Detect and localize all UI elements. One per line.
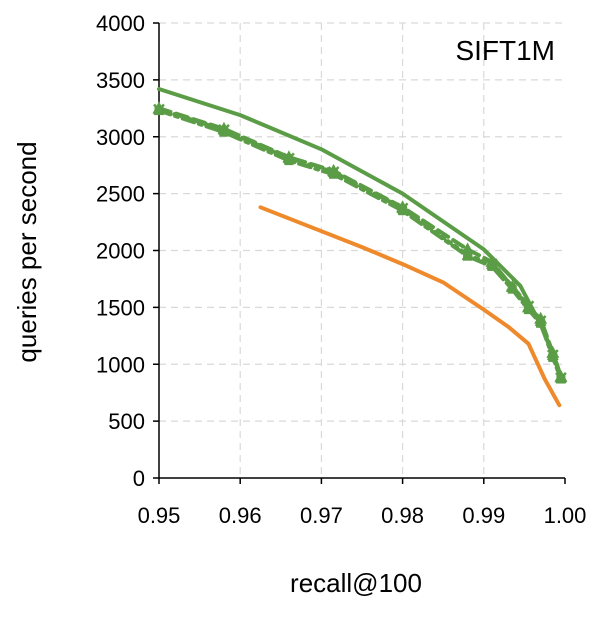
y-tick-label: 500 [108,409,145,434]
x-tick-label: 0.95 [138,503,181,528]
y-tick-label: 3500 [96,68,145,93]
data-point-square [548,352,558,362]
x-tick-label: 1.00 [544,503,587,528]
series-line [157,106,563,379]
grid [159,22,565,478]
chart-title: SIFT1M [455,35,555,66]
x-axis-title: recall@100 [290,568,422,598]
data-point-square [507,284,517,294]
series-line [258,205,562,408]
data-point-square [284,156,294,166]
plot-frame [153,22,566,484]
data-point-square [463,251,473,261]
data-point-square [523,305,533,315]
y-tick-label: 2000 [96,239,145,264]
data-point-square [329,169,339,179]
x-tick-label: 0.98 [381,503,424,528]
data-point-square [556,374,566,384]
data-point-square [154,106,164,116]
series-line [157,107,563,380]
y-tick-label: 0 [133,466,145,491]
x-tick-label: 0.97 [300,503,343,528]
y-axis-title: queries per second [12,141,42,362]
data-point-square [536,318,546,328]
tick-labels: 0.95 0.96 0.97 0.98 0.99 1.00 0 500 1000 1500 2000… [96,11,586,528]
y-tick-label: 4000 [96,11,145,36]
y-tick-label: 1000 [96,352,145,377]
x-tick-label: 0.99 [462,503,505,528]
series-layer [152,87,568,408]
data-point-square [219,127,229,137]
y-tick-label: 2500 [96,182,145,207]
data-point-square [398,206,408,216]
y-tick-label: 3000 [96,125,145,150]
x-tick-label: 0.96 [219,503,262,528]
series-line [157,108,563,381]
data-point-square [487,261,497,271]
y-tick-label: 1500 [96,295,145,320]
